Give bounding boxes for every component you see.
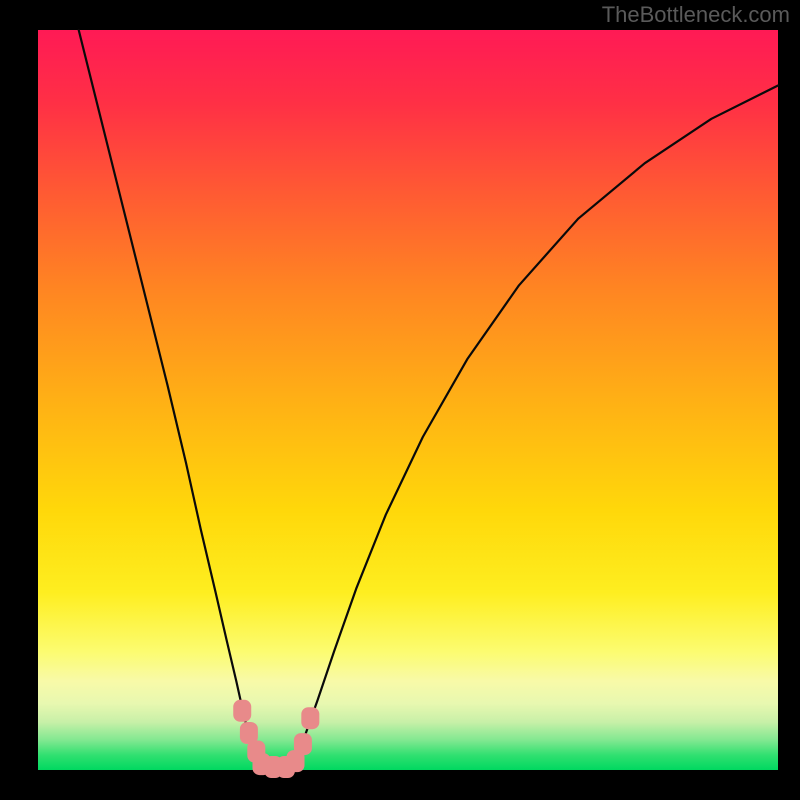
curve-marker	[294, 733, 312, 755]
curve-marker	[233, 700, 251, 722]
plot-background	[38, 30, 778, 770]
curve-marker	[301, 707, 319, 729]
watermark-text: TheBottleneck.com	[602, 2, 790, 28]
bottleneck-chart	[0, 0, 800, 800]
chart-container: TheBottleneck.com	[0, 0, 800, 800]
